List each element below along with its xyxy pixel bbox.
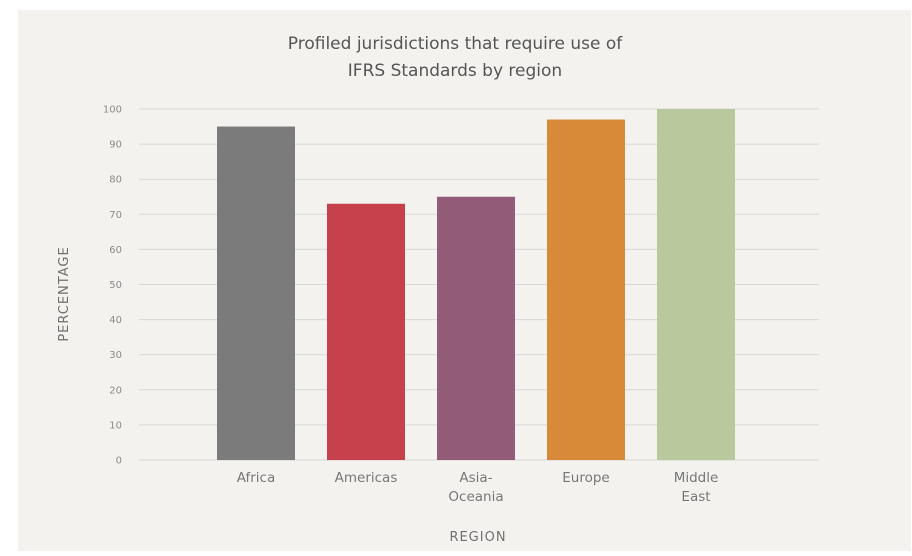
bar — [547, 119, 625, 460]
y-tick-label: 100 — [103, 105, 122, 116]
x-category-label: Americas — [335, 470, 398, 486]
y-axis-title: PERCENTAGE — [57, 246, 72, 341]
chart-title-line-1: Profiled jurisdictions that require use … — [288, 34, 623, 54]
bar — [217, 126, 295, 461]
bar — [327, 203, 405, 460]
x-category-label: Africa — [237, 470, 276, 486]
y-tick-label: 90 — [109, 140, 122, 151]
x-category-label: Europe — [562, 470, 609, 486]
y-tick-label: 0 — [116, 456, 122, 467]
y-tick-label: 60 — [109, 245, 122, 256]
y-tick-label: 70 — [109, 210, 122, 221]
y-tick-label: 80 — [109, 175, 122, 186]
y-tick-labels: 0 10 20 30 40 50 60 70 80 90 100 — [103, 105, 122, 467]
bar — [437, 196, 515, 460]
y-tick-label: 40 — [109, 315, 122, 326]
y-tick-label: 50 — [109, 280, 122, 291]
x-axis-title: REGION — [449, 530, 506, 545]
y-tick-label: 10 — [109, 420, 122, 431]
y-tick-label: 20 — [109, 385, 122, 396]
chart-frame: Profiled jurisdictions that require use … — [18, 10, 911, 551]
bars — [217, 109, 735, 461]
bar-chart: Profiled jurisdictions that require use … — [57, 34, 819, 545]
x-category-labels: Africa Americas Asia-Oceania Europe Middle Ea… — [237, 470, 719, 505]
x-category-label: Asia-Oceania — [448, 470, 503, 505]
y-tick-label: 30 — [109, 350, 122, 361]
x-category-label: Middle East — [674, 470, 719, 505]
bar — [657, 109, 735, 460]
chart-title-line-2: IFRS Standards by region — [348, 61, 562, 81]
